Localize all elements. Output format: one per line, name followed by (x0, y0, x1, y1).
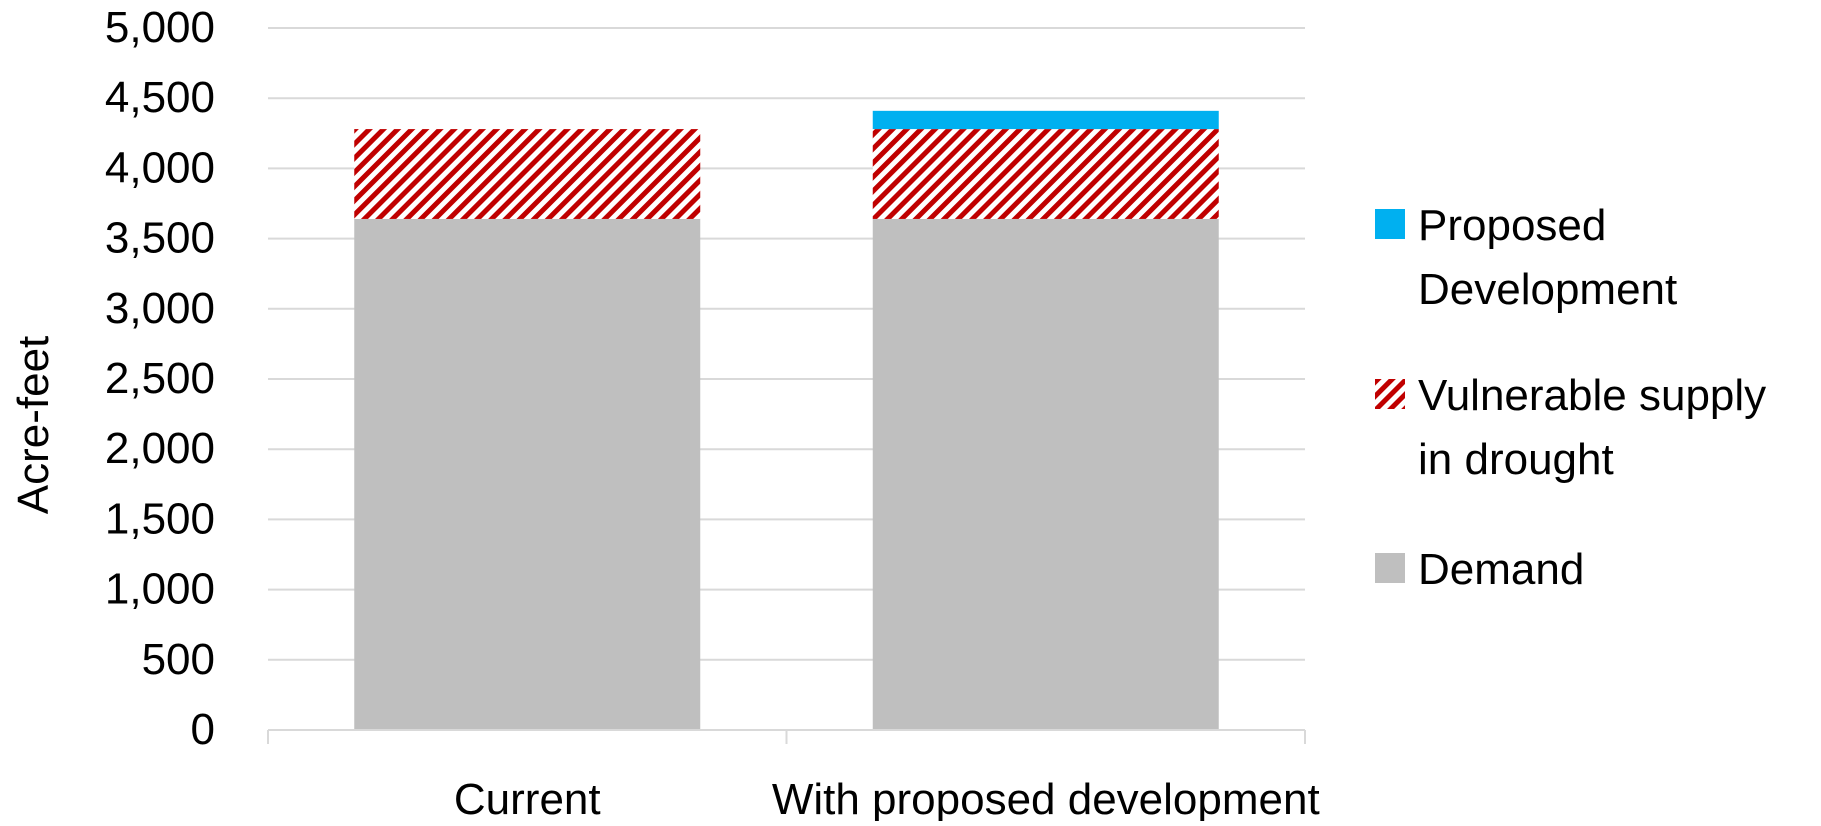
legend-label: Proposed (1418, 201, 1606, 250)
x-category-label: Current (454, 775, 601, 821)
bar-segment-demand (354, 218, 701, 730)
legend-label: in drought (1418, 435, 1614, 484)
y-tick-label: 500 (142, 635, 215, 684)
axes: 0 500 1,000 1,500 2,000 2,500 3,000 3,500 4,000 4… (9, 3, 1320, 824)
bar-segment-vulnerable-supply-in-drought (354, 129, 701, 219)
y-tick-label: 2,500 (105, 354, 215, 403)
y-axis-label: Acre-feet (9, 336, 58, 515)
legend-swatch-proposed-development (1375, 209, 1405, 239)
y-tick-label: 0 (191, 705, 215, 754)
legend-label: Development (1418, 265, 1677, 314)
bar-segment-demand (872, 218, 1219, 730)
y-tick-label: 1,000 (105, 565, 215, 614)
legend-label: Demand (1418, 545, 1584, 594)
legend: Proposed Development Vulnerable supply in d… (1375, 201, 1766, 594)
y-tick-label: 1,500 (105, 494, 215, 543)
legend-swatch-vulnerable-supply-in-drought (1375, 379, 1405, 409)
bar-segment-vulnerable-supply-in-drought (872, 129, 1219, 219)
y-tick-label: 3,000 (105, 284, 215, 333)
bars (354, 110, 1219, 730)
bar-segment-proposed-development (872, 110, 1219, 130)
y-tick-label: 2,000 (105, 424, 215, 473)
y-tick-label: 3,500 (105, 214, 215, 263)
y-tick-label: 4,500 (105, 73, 215, 122)
y-tick-label: 5,000 (105, 3, 215, 52)
x-category-label: With proposed development (772, 775, 1320, 821)
legend-swatch-demand (1375, 553, 1405, 583)
legend-label: Vulnerable supply (1418, 371, 1766, 420)
y-tick-label: 4,000 (105, 143, 215, 192)
